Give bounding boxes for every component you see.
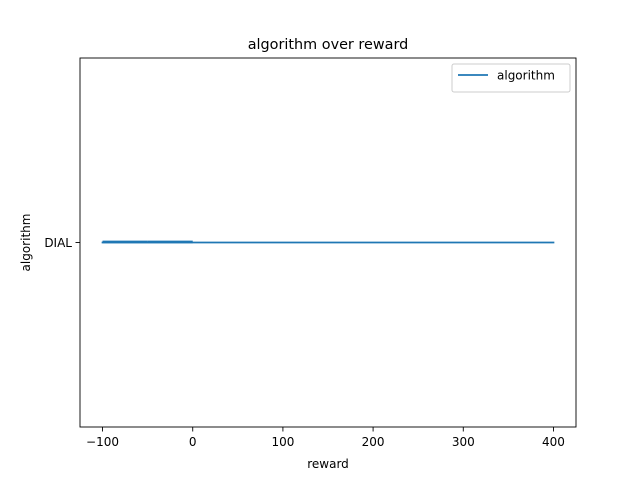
y-tick-label: DIAL [44,236,72,250]
x-axis-label: reward [307,457,349,471]
legend-label: algorithm [497,69,555,83]
legend-box [451,63,571,93]
x-tick-label: 300 [452,435,475,449]
plot-marks [101,240,555,244]
x-tick-label: 400 [542,435,565,449]
y-axis-label: algorithm [19,214,33,272]
x-tick-label: 100 [271,435,294,449]
x-tick-label: 200 [362,435,385,449]
x-axis: −100 0 100 200 300 400 [86,427,565,449]
y-axis: DIAL [44,236,80,250]
x-tick-label: 0 [189,435,197,449]
chart-title: algorithm over reward [248,37,409,53]
x-tick-label: −100 [86,435,119,449]
legend: algorithm [451,63,571,93]
